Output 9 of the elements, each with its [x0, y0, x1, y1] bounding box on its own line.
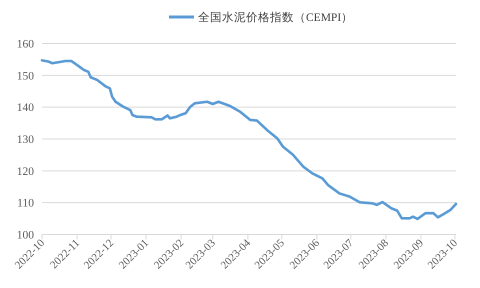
legend-label: 全国水泥价格指数（CEMPI） [198, 11, 354, 24]
y-tick-label: 140 [16, 102, 34, 114]
y-tick-label: 110 [17, 198, 34, 210]
y-tick-label: 150 [16, 70, 34, 82]
y-tick-label: 120 [16, 166, 34, 178]
y-tick-label: 160 [16, 38, 34, 50]
y-tick-label: 130 [16, 134, 34, 146]
line-series [40, 59, 458, 220]
y-tick-label: 100 [16, 230, 34, 242]
